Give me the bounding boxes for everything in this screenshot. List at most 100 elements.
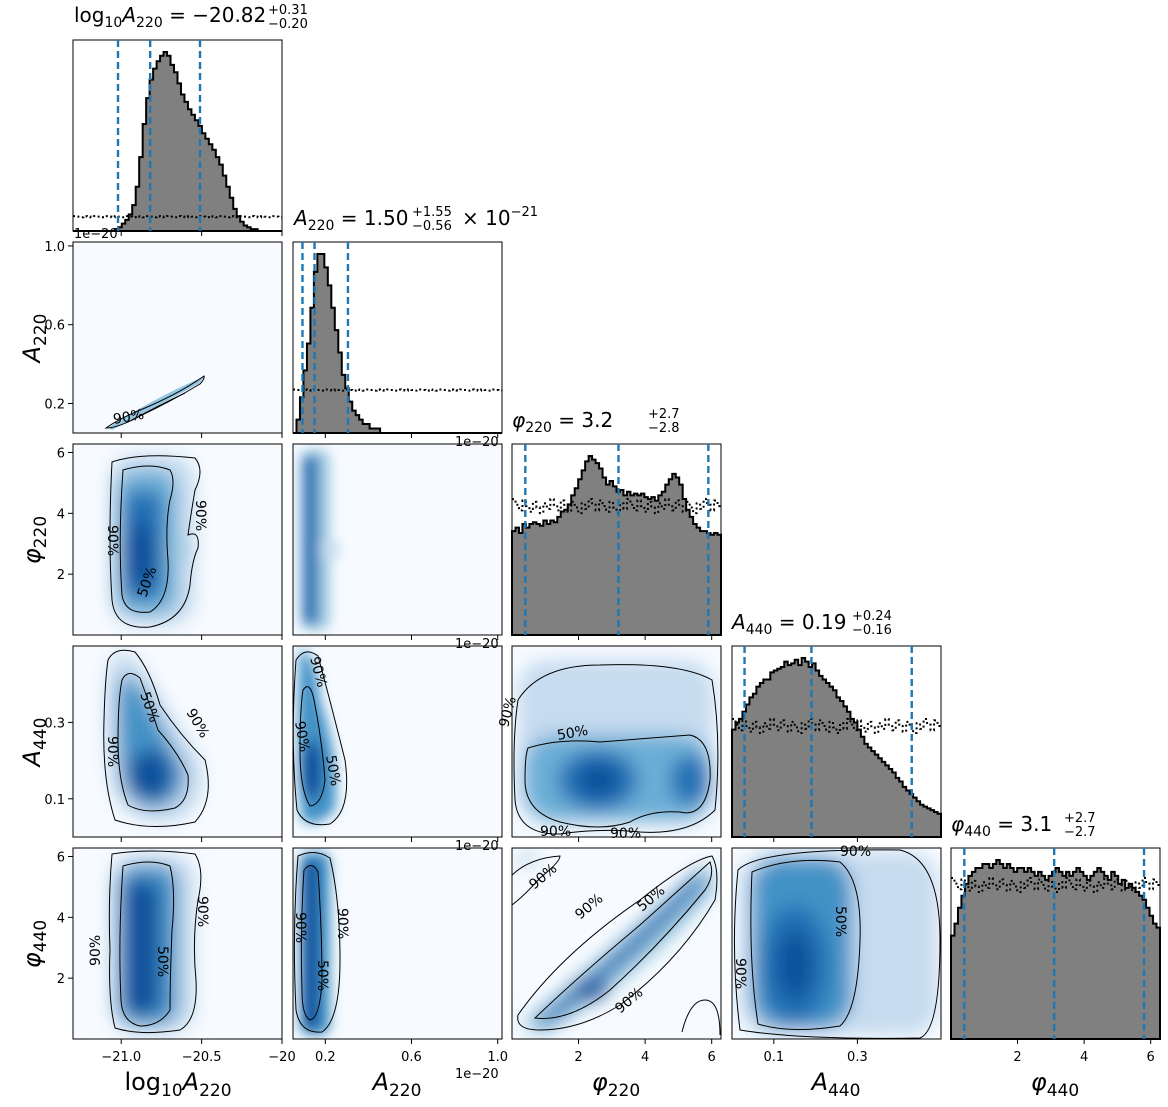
contour-50 xyxy=(750,859,861,1031)
y-tick-label: 6 xyxy=(57,851,65,866)
x-tick-label: 1.0 xyxy=(487,1050,508,1065)
density-panel-A440-vs-phi220: 90% 50% 90% 90% xyxy=(496,645,722,842)
offset-text: 1e−20 xyxy=(455,1067,499,1082)
contour-90 xyxy=(293,852,341,1033)
contour-label: 90% xyxy=(192,500,208,531)
xlabel-phi220: φ220 xyxy=(592,1068,640,1101)
contour-label: 90% xyxy=(840,844,871,860)
density-panel-A220-vs-logA220: 90% xyxy=(72,241,283,434)
histogram-A440 xyxy=(731,646,942,838)
histogram-bars xyxy=(731,657,942,838)
x-tick-label: 0.6 xyxy=(401,1050,422,1065)
contour-label: 90% xyxy=(732,958,748,989)
svg-text:−2.7: −2.7 xyxy=(1064,825,1096,840)
svg-text:−2.8: −2.8 xyxy=(648,421,680,436)
contour-label: 90% xyxy=(291,720,312,753)
prior-line xyxy=(951,877,1160,894)
contour-50 xyxy=(119,861,175,1027)
contour-90 xyxy=(512,855,561,906)
contour-label: 90% xyxy=(292,912,308,943)
offset-text: 1e−20 xyxy=(74,227,118,242)
svg-text:−0.20: −0.20 xyxy=(268,17,308,32)
y-tick-label: 0.1 xyxy=(44,793,65,808)
contour-label: 50% xyxy=(322,754,343,787)
title-logA220: log10A220 = −20.82 +0.31 −0.20 xyxy=(74,3,308,32)
xlabel-phi440: φ440 xyxy=(1031,1068,1079,1101)
contour-label: 50% xyxy=(832,906,848,937)
contour-90 xyxy=(513,664,719,835)
contour-label: 90% xyxy=(334,908,350,939)
histogram-bars xyxy=(950,859,1161,1040)
histogram-phi440 xyxy=(950,848,1161,1040)
contour-label: 90% xyxy=(540,824,571,840)
histogram-bars xyxy=(73,51,282,232)
title-A440: A440 = 0.19 +0.24 −0.16 xyxy=(730,609,892,638)
svg-text:log10A220 = −20.82: log10A220 = −20.82 xyxy=(74,3,266,31)
y-tick-label: 0.2 xyxy=(44,397,65,412)
title-phi440: φ440 = 3.1 +2.7 −2.7 xyxy=(951,811,1096,840)
contour-50 xyxy=(524,734,711,828)
contour-90 xyxy=(293,651,348,826)
density-panel-A440-vs-logA220: 90% 50% 90% xyxy=(72,645,283,838)
y-tick-label: 0.6 xyxy=(44,319,65,334)
diag-panel-3 xyxy=(731,645,942,838)
contour-50 xyxy=(117,673,189,812)
svg-text:× 10−21: × 10−21 xyxy=(462,205,538,230)
contour-90 xyxy=(681,999,721,1036)
contour-label: 90% xyxy=(194,896,210,927)
contour-90 xyxy=(517,855,718,1031)
x-tick-label: 0.1 xyxy=(763,1050,784,1065)
offset-text: 1e−20 xyxy=(455,839,499,854)
x-tick-label: 6 xyxy=(708,1050,716,1065)
contour-90 xyxy=(108,850,202,1034)
diag-panel-2 xyxy=(511,443,722,636)
prior-line xyxy=(732,718,941,735)
y-tick-label: 4 xyxy=(57,507,65,522)
contour-90 xyxy=(103,649,209,827)
x-tick-label: 0.3 xyxy=(847,1050,868,1065)
diag-panel-4 xyxy=(950,847,1161,1040)
density-panel-phi440-vs-logA220: 90% 90% 50% xyxy=(72,847,283,1040)
contour-label: 90% xyxy=(104,525,120,556)
svg-text:φ220 = 3.2: φ220 = 3.2 xyxy=(512,408,613,436)
histogram-phi220 xyxy=(511,444,722,636)
contour-label: 90% xyxy=(610,826,641,842)
x-tick-label: 6 xyxy=(1147,1050,1155,1065)
svg-text:−0.16: −0.16 xyxy=(852,623,892,638)
histogram-A220 xyxy=(293,242,502,434)
offset-text: 1e−20 xyxy=(455,435,499,450)
svg-text:A220 = 1.50: A220 = 1.50 xyxy=(292,206,408,234)
contour-50 xyxy=(299,686,326,807)
title-A220: A220 = 1.50 +1.55 −0.56 × 10−21 xyxy=(292,205,538,234)
svg-text:+2.7: +2.7 xyxy=(648,407,680,422)
y-tick-label: 1.0 xyxy=(44,240,65,255)
contour-label: 90% xyxy=(306,655,330,689)
xlabel-A220: A220 xyxy=(371,1068,422,1101)
svg-text:+2.7: +2.7 xyxy=(1064,811,1096,826)
xlabel-A440: A440 xyxy=(810,1068,861,1101)
xlabel-logA220: log10A220 xyxy=(124,1068,231,1101)
prior-line xyxy=(512,498,721,515)
density-panel-phi220-vs-logA220: 90% 90% 50% xyxy=(72,443,283,636)
axis-ticks: −21.0 −20.5 −20 0.2 0.6 1.0 2 4 6 0.1 0.3 2 4 6 0.2 0.6… xyxy=(44,231,1155,1065)
svg-text:A440 = 0.19: A440 = 0.19 xyxy=(730,610,846,638)
contour-label: 50% xyxy=(314,960,330,991)
contour-50 xyxy=(533,861,713,1019)
svg-text:+0.24: +0.24 xyxy=(852,609,892,624)
svg-text:+0.31: +0.31 xyxy=(268,3,308,18)
density-panel-phi440-vs-A220: 90% 90% 50% xyxy=(292,847,503,1040)
x-tick-label: 2 xyxy=(1013,1050,1021,1065)
contour-50 xyxy=(119,465,174,613)
diag-panel-0 xyxy=(72,39,283,232)
ylabel-phi220: φ220 xyxy=(18,516,51,564)
x-tick-label: −20.5 xyxy=(182,1050,222,1065)
contour-label: 90% xyxy=(88,935,104,966)
y-tick-label: 6 xyxy=(57,447,65,462)
offset-text: 1e−20 xyxy=(455,637,499,652)
contour-label: 50% xyxy=(556,723,589,744)
svg-text:+1.55: +1.55 xyxy=(412,205,452,220)
ylabel-A440: A440 xyxy=(18,718,51,769)
contour-label: 50% xyxy=(154,946,170,977)
histogram-logA220 xyxy=(73,40,282,232)
density-panel-A440-vs-A220: 90% 90% 50% xyxy=(291,645,503,838)
